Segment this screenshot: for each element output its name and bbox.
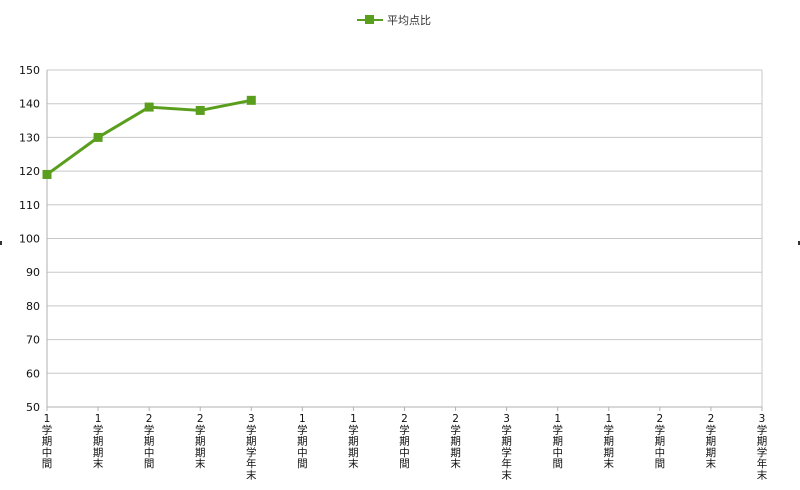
data-point-marker (246, 95, 256, 105)
left-edge-mark (0, 241, 2, 245)
y-tick-label: 60 (26, 367, 40, 380)
x-tick-label: 3 学期学年末 (501, 413, 512, 482)
legend-swatch (357, 12, 383, 28)
y-tick-label: 90 (26, 266, 40, 279)
x-tick-label: 1 学期中間 (552, 413, 563, 470)
x-tick-label: 1 学期期末 (348, 413, 359, 470)
x-tick-label: 3 学期学年末 (757, 413, 768, 482)
data-point-marker (93, 132, 103, 142)
data-point-marker (144, 102, 154, 112)
y-tick-label: 120 (19, 165, 40, 178)
x-tick-label: 1 学期中間 (42, 413, 53, 470)
x-tick-label: 2 学期期末 (706, 413, 717, 470)
x-tick-label: 3 学期学年末 (246, 413, 257, 482)
y-tick-label: 110 (19, 199, 40, 212)
data-point-marker (195, 105, 205, 115)
x-tick-label: 2 学期期末 (450, 413, 461, 470)
legend-label: 平均点比 (387, 14, 431, 27)
chart-legend: 平均点比 (357, 12, 431, 28)
x-tick-label: 1 学期期末 (93, 413, 104, 470)
y-tick-label: 140 (19, 98, 40, 111)
x-tick-label: 2 学期期末 (195, 413, 206, 470)
data-point-marker (42, 169, 52, 179)
x-tick-label: 1 学期中間 (297, 413, 308, 470)
legend-marker-square-icon (365, 15, 374, 24)
y-tick-label: 150 (19, 64, 40, 77)
x-tick-label: 2 学期中間 (655, 413, 666, 470)
x-tick-label: 2 学期中間 (399, 413, 410, 470)
y-tick-label: 50 (26, 401, 40, 414)
y-tick-label: 130 (19, 131, 40, 144)
y-tick-label: 100 (19, 233, 40, 246)
right-edge-mark (798, 241, 800, 245)
x-tick-label: 2 学期中間 (144, 413, 155, 470)
y-tick-label: 80 (26, 300, 40, 313)
x-tick-label: 1 学期期末 (604, 413, 615, 470)
y-tick-label: 70 (26, 334, 40, 347)
